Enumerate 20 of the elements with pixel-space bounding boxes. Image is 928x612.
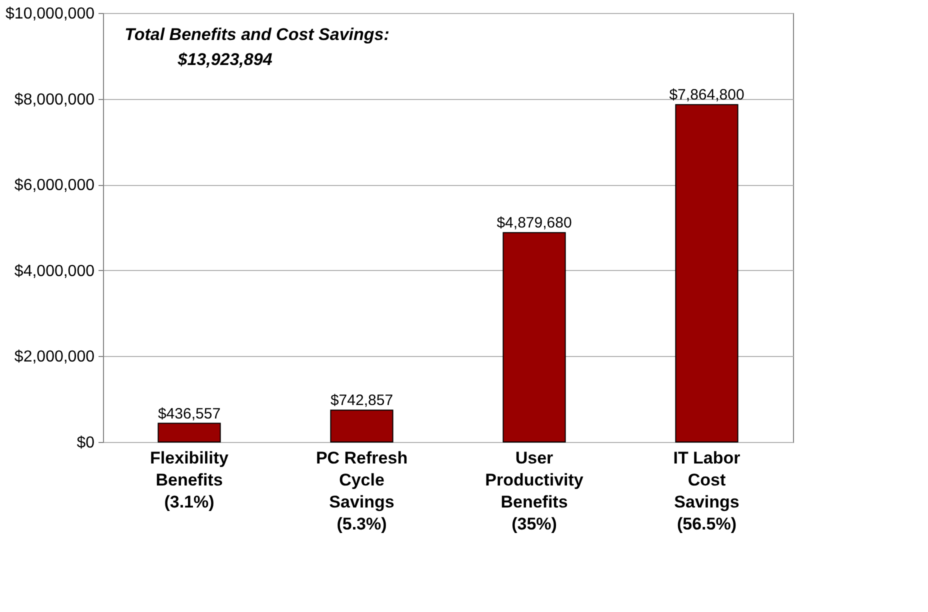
x-tick-label: IT Labor Cost Savings (56.5%): [673, 448, 741, 534]
x-tick-label: User Productivity Benefits (35%): [485, 448, 584, 534]
annotation: $13,923,894: [176, 50, 273, 69]
data-label: $7,864,800: [669, 86, 744, 104]
y-tick-label: $8,000,000: [14, 91, 95, 108]
y-tick-label: $2,000,000: [14, 348, 95, 366]
y-tick-label: $6,000,000: [14, 177, 95, 194]
y-tick-label: $0: [76, 434, 95, 452]
data-label: $436,557: [158, 405, 221, 422]
data-label: $742,857: [330, 392, 394, 410]
bar: [158, 422, 221, 442]
bar: [502, 232, 566, 442]
bar: [675, 104, 738, 442]
y-tick-label: $4,000,000: [14, 262, 95, 280]
x-tick-label: PC Refresh Cycle Savings (5.3%): [316, 448, 408, 534]
bar: [330, 410, 394, 442]
x-tick-label: Flexibility Benefits (3.1%): [150, 448, 229, 512]
annotation: Total Benefits and Cost Savings:: [124, 25, 390, 44]
data-label: $4,879,680: [496, 214, 572, 232]
y-tick-label: $10,000,000: [6, 6, 95, 22]
